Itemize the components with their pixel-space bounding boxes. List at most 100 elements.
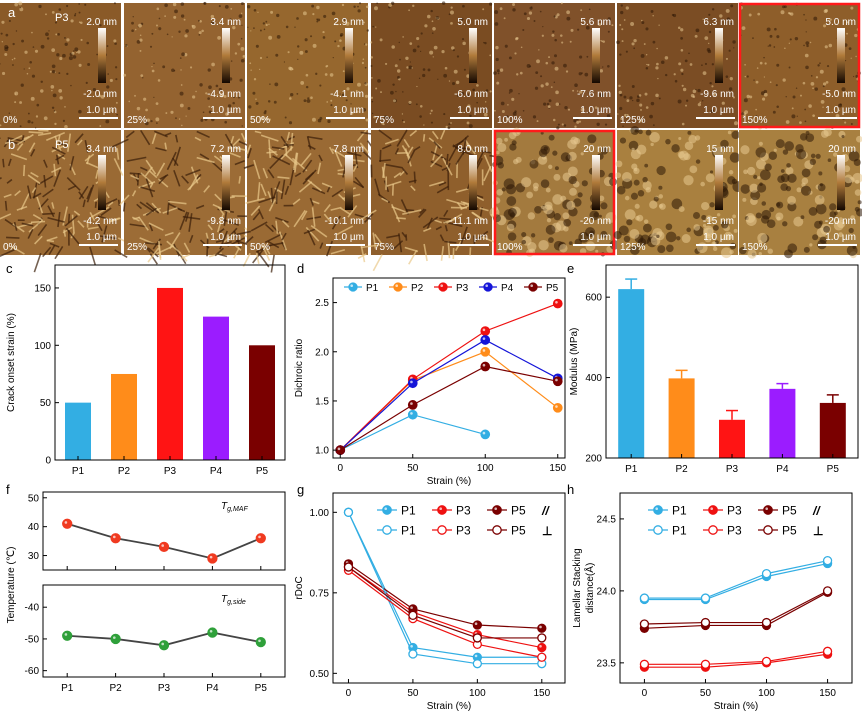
texture-grain [822, 82, 827, 86]
texture-grain [708, 42, 710, 45]
texture-grain [652, 40, 656, 44]
texture-fiber [31, 187, 37, 194]
texture-grain [681, 84, 684, 87]
texture-grain [551, 33, 555, 37]
texture-grain [210, 21, 215, 25]
texture-grain [78, 11, 81, 14]
texture-fiber [57, 211, 61, 228]
texture-fiber [131, 190, 137, 197]
texture-grain [432, 26, 436, 31]
texture-grain [729, 152, 741, 163]
texture-fiber [258, 209, 264, 220]
texture-fiber [110, 217, 120, 222]
texture-grain [782, 221, 788, 227]
texture-grain [58, 72, 61, 75]
texture-grain [372, 25, 375, 28]
texture-grain [521, 232, 527, 238]
texture-grain [683, 175, 694, 186]
texture-fiber [155, 245, 175, 255]
texture-grain [249, 62, 252, 65]
strain-label: 25% [127, 242, 147, 253]
texture-grain [764, 163, 772, 171]
texture-grain [496, 81, 500, 85]
scale-bar-label: 1.0 µm [457, 232, 488, 243]
point-highlight [555, 300, 558, 304]
texture-fiber [126, 156, 147, 162]
color-scale-bar [592, 28, 600, 83]
texture-grain [656, 165, 666, 176]
texture-fiber [429, 180, 444, 187]
texture-grain [852, 172, 862, 184]
texture-grain [497, 142, 507, 153]
texture-grain [207, 68, 211, 72]
texture-grain [208, 105, 211, 108]
texture-fiber [460, 200, 469, 206]
texture-grain [579, 90, 583, 94]
y-tick-label: 200 [585, 454, 602, 465]
texture-grain [450, 6, 453, 9]
point-highlight [655, 507, 658, 511]
texture-grain [526, 16, 531, 21]
texture-fiber [30, 148, 36, 157]
texture-grain [563, 225, 569, 232]
category-label: P2 [675, 464, 688, 475]
texture-grain [810, 82, 815, 86]
texture-grain [643, 219, 649, 224]
texture-fiber [129, 223, 147, 228]
texture-grain [430, 9, 433, 13]
category-label: P1 [625, 464, 638, 475]
data-point [822, 586, 833, 596]
texture-fiber [28, 142, 36, 153]
texture-grain [598, 23, 602, 27]
texture-grain [242, 54, 246, 58]
data-point [255, 636, 266, 648]
texture-grain [275, 53, 279, 57]
texture-grain [753, 174, 758, 179]
texture-fiber [22, 164, 26, 177]
texture-grain [45, 32, 49, 37]
texture-grain [567, 166, 578, 177]
texture-fiber [307, 179, 322, 192]
texture-grain [496, 188, 504, 196]
texture-fiber [356, 129, 367, 142]
texture-grain [232, 101, 235, 105]
texture-grain [494, 22, 499, 26]
texture-grain [615, 160, 623, 168]
texture-grain [175, 117, 177, 119]
texture-grain [64, 36, 66, 39]
plot-frame [332, 492, 566, 684]
point-highlight [350, 284, 354, 288]
texture-grain [674, 79, 678, 83]
texture-fiber [164, 142, 168, 150]
texture-fiber [264, 223, 274, 233]
texture-grain [179, 103, 184, 108]
texture-grain [763, 89, 768, 94]
texture-grain [819, 183, 823, 187]
texture-grain [310, 35, 313, 38]
texture-grain [144, 121, 149, 126]
texture-grain [553, 54, 558, 58]
texture-grain [223, 94, 227, 98]
y-axis-label: Dichroic ratio [294, 338, 305, 397]
panel-letter-c: c [6, 261, 13, 276]
texture-grain [51, 106, 55, 110]
texture-grain [788, 12, 792, 15]
texture-grain [761, 215, 770, 224]
texture-grain [655, 66, 659, 70]
texture-grain [623, 235, 631, 243]
texture-grain [726, 17, 730, 21]
series-line-p1-perp [644, 560, 828, 599]
strain-label: 100% [497, 115, 523, 126]
texture-grain [702, 100, 704, 102]
texture-grain [546, 218, 552, 223]
texture-fiber [151, 133, 157, 145]
texture-fiber [374, 233, 382, 244]
texture-grain [841, 87, 846, 92]
series-line-p2 [339, 351, 559, 451]
point-highlight [765, 507, 768, 511]
texture-grain [134, 28, 137, 31]
texture-grain [633, 47, 636, 50]
texture-grain [114, 42, 117, 45]
